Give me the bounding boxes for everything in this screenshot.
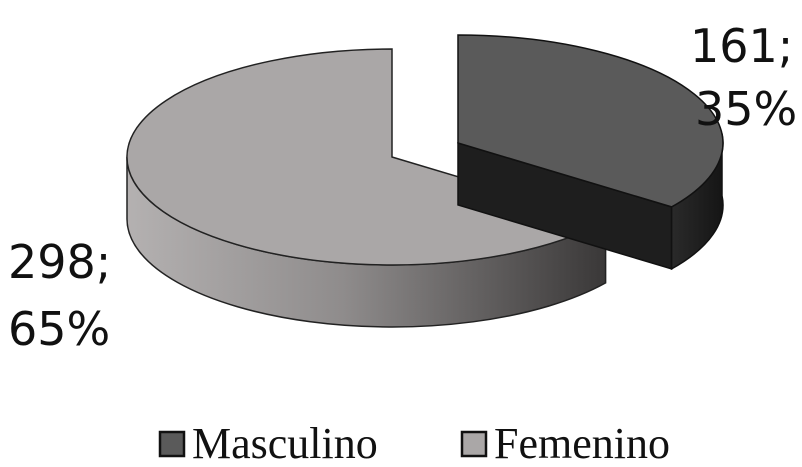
legend-swatch-masculino — [158, 430, 186, 458]
legend-swatch-femenino — [460, 430, 488, 458]
slice-masculino — [457, 34, 724, 271]
legend-label-femenino: Femenino — [494, 419, 670, 467]
label-masculino-value: 161; — [690, 19, 793, 73]
label-masculino-percent: 35% — [695, 82, 797, 136]
label-femenino-value: 298; — [8, 235, 111, 289]
slice-masculino-top — [457, 34, 724, 208]
legend: Masculino Femenino — [158, 419, 670, 467]
legend-label-masculino: Masculino — [192, 419, 378, 467]
label-femenino-percent: 65% — [8, 302, 110, 356]
